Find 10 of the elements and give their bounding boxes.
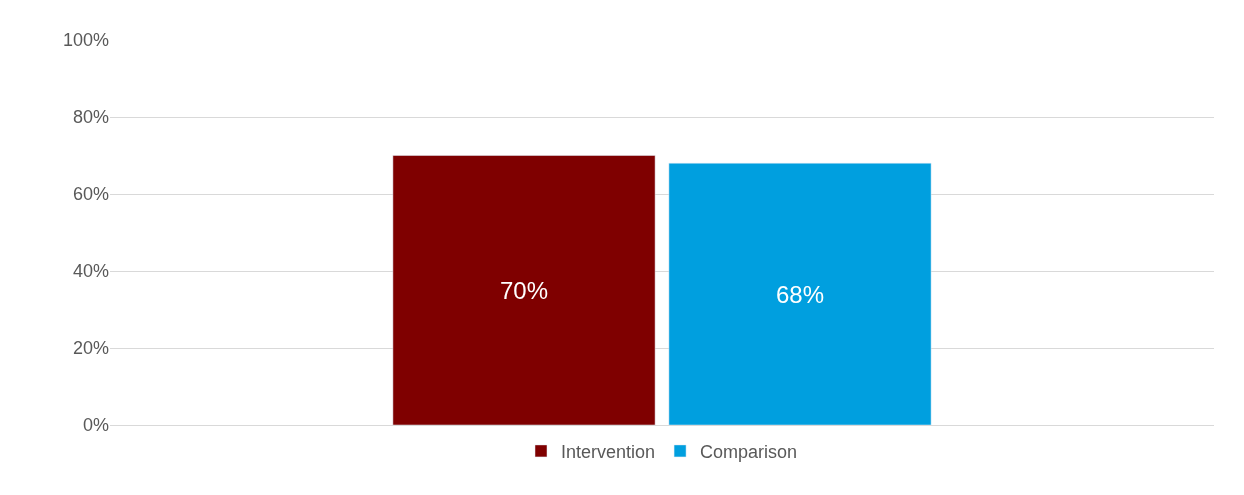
data-label: 70%: [499, 276, 549, 304]
y-tick-label: 20%: [72, 338, 109, 359]
y-tick-label: 100%: [62, 30, 109, 51]
y-tick-label: 0%: [82, 415, 109, 436]
legend-label: Comparison: [700, 441, 798, 462]
y-tick-label: 80%: [72, 107, 109, 128]
y-tick-label: 60%: [72, 184, 109, 205]
data-label: 68%: [775, 280, 825, 308]
y-tick-label: 40%: [72, 261, 109, 282]
legend-label: Intervention: [561, 441, 656, 462]
